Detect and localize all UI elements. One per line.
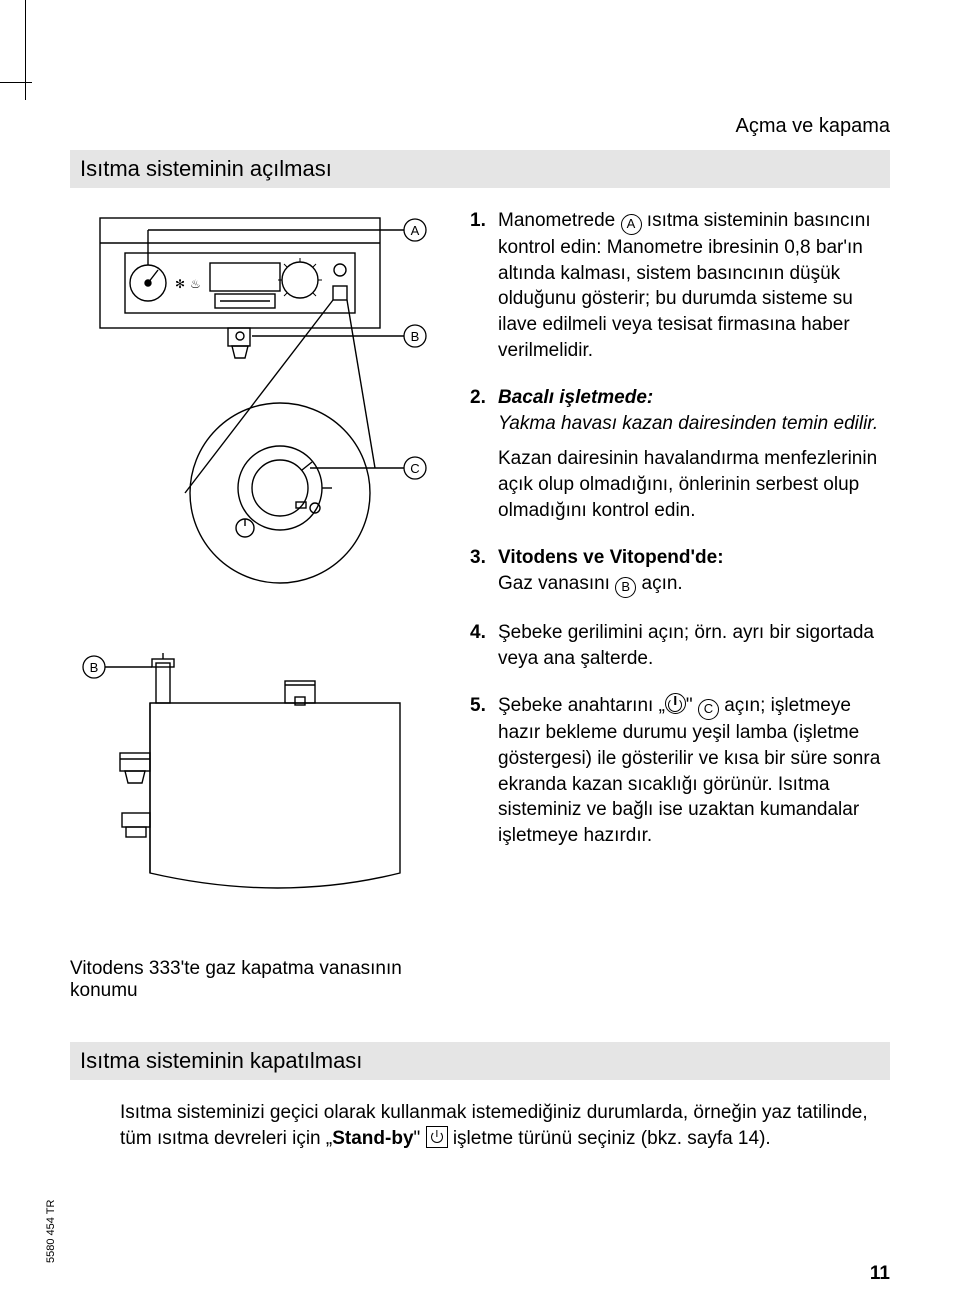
label-A: A [411, 223, 420, 238]
label-B: B [411, 329, 420, 344]
step-1-text-b: ısıtma sisteminin basıncını kontrol edin… [498, 210, 871, 361]
step-4-num: 4. [470, 620, 486, 646]
header-breadcrumb: Açma ve kapama [735, 115, 890, 138]
main-columns: ✻ ♨ [70, 208, 890, 1002]
step-5-a: Şebeke anahtarını „ [498, 695, 665, 716]
diagram-side-valve: B [70, 623, 440, 928]
right-column: 1. Manometrede A ısıtma sisteminin basın… [470, 208, 890, 1002]
step-1: 1. Manometrede A ısıtma sisteminin basın… [470, 208, 890, 363]
step-5-c: açın; işletmeye hazır bekleme durumu yeş… [498, 695, 880, 846]
side-code: 5580 454 TR [45, 1200, 57, 1263]
step-5: 5. Şebeke anahtarını „ " C açın; işletmey… [470, 693, 890, 848]
page-number: 11 [870, 1263, 890, 1285]
step-2-title: Bacalı işletmede: [498, 387, 653, 408]
svg-text:♨: ♨ [190, 277, 201, 291]
step-2-num: 2. [470, 385, 486, 411]
step-3-num: 3. [470, 545, 486, 571]
section2-body-c: işletme türünü seçiniz (bkz. sayfa 14). [448, 1128, 771, 1149]
step-5-num: 5. [470, 693, 486, 719]
step-4-body: Şebeke gerilimini açın; örn. ayrı bir si… [498, 622, 874, 669]
step-1-num: 1. [470, 208, 486, 234]
label-C-inline: C [698, 699, 719, 720]
step-5-b: " [686, 695, 698, 716]
step-1-text-a: Manometrede [498, 210, 621, 231]
section1-title: Isıtma sisteminin açılması [70, 150, 890, 188]
step-3-bold: Vitodens ve Vitopend'de: [498, 547, 724, 568]
step-4: 4. Şebeke gerilimini açın; örn. ayrı bir… [470, 620, 890, 671]
label-C: C [410, 461, 419, 476]
step-3: 3. Vitodens ve Vitopend'de: Gaz vanasını… [470, 545, 890, 598]
step-2-body: Yakma havası kazan dairesinden temin edi… [498, 413, 878, 434]
label-B-inline: B [615, 577, 636, 598]
section2-title: Isıtma sisteminin kapatılması [70, 1042, 890, 1080]
step-2-sub: Kazan dairesinin havalandırma menfezleri… [498, 446, 890, 523]
step-3-a: Gaz vanasını [498, 573, 615, 594]
section2-body-b: " [414, 1128, 426, 1149]
power-icon [665, 693, 686, 714]
label-A-inline: A [621, 214, 642, 235]
standby-icon [426, 1126, 448, 1148]
section2-body-bold: Stand-by [332, 1128, 413, 1149]
diagram-caption: Vitodens 333'te gaz kapatma vanasının ko… [70, 958, 440, 1002]
left-column: ✻ ♨ [70, 208, 440, 1002]
label-B2: B [90, 660, 99, 675]
page: Açma ve kapama Isıtma sisteminin açılmas… [0, 0, 960, 1315]
svg-text:✻: ✻ [175, 277, 185, 291]
diagram-boiler-front: ✻ ♨ [70, 208, 440, 593]
section2-body: Isıtma sisteminizi geçici olarak kullanm… [70, 1100, 890, 1151]
step-3-b: açın. [636, 573, 682, 594]
steps-list: 1. Manometrede A ısıtma sisteminin basın… [470, 208, 890, 849]
section2: Isıtma sisteminin kapatılması Isıtma sis… [70, 1042, 890, 1151]
step-2: 2. Bacalı işletmede: Yakma havası kazan … [470, 385, 890, 523]
